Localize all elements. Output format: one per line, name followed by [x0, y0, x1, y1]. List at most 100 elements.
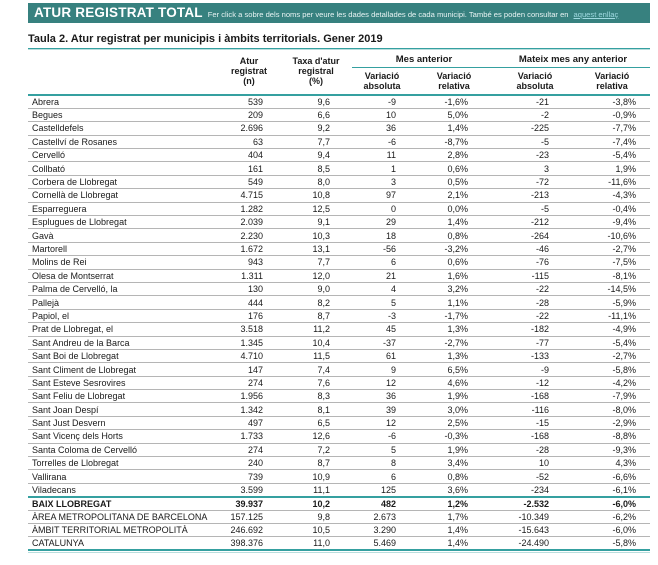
cell-value: -12: [496, 376, 574, 391]
territory-label: CATALUNYA: [28, 536, 218, 552]
cell-value: 0,0%: [412, 202, 496, 217]
municipality-link[interactable]: Santa Coloma de Cervelló: [28, 443, 218, 458]
cell-value: -6: [352, 135, 412, 150]
cell-value: 9,1: [280, 215, 352, 230]
municipality-link[interactable]: Sant Vicenç dels Horts: [28, 429, 218, 444]
municipality-link[interactable]: Esplugues de Llobregat: [28, 215, 218, 230]
cell-value: -133: [496, 349, 574, 364]
cell-value: 8,3: [280, 389, 352, 404]
cell-value: -9: [352, 95, 412, 109]
cell-value: 39.937: [218, 495, 280, 511]
municipality-link[interactable]: Gavà: [28, 228, 218, 243]
municipality-link[interactable]: Sant Climent de Llobregat: [28, 362, 218, 377]
cell-value: 9,4: [280, 148, 352, 163]
cell-value: 2.230: [218, 228, 280, 243]
cell-value: 3.290: [352, 523, 412, 538]
cell-value: 1,4%: [412, 523, 496, 538]
cell-value: -6,6%: [574, 469, 650, 484]
cell-value: -115: [496, 269, 574, 283]
municipality-link[interactable]: Sant Just Desvern: [28, 416, 218, 431]
cell-value: 6,5: [280, 416, 352, 431]
municipality-link[interactable]: Papiol, el: [28, 309, 218, 324]
table-row: Sant Joan Despí 1.342 8,1 39 3,0% -116 -8,0%: [28, 402, 650, 417]
cell-value: -6: [352, 429, 412, 444]
cell-value: 1,4%: [412, 215, 496, 230]
table-row: Pallejà 444 8,2 5 1,1% -28 -5,9%: [28, 295, 650, 310]
table-row: Sant Vicenç dels Horts 1.733 12,6 -6 -0,3% -1…: [28, 429, 650, 444]
cell-value: 1,4%: [412, 121, 496, 136]
municipality-link[interactable]: Palma de Cervelló, la: [28, 282, 218, 297]
cell-value: 2.039: [218, 215, 280, 230]
municipality-link[interactable]: Esparreguera: [28, 202, 218, 217]
cell-value: 3.599: [218, 483, 280, 498]
cell-value: 125: [352, 483, 412, 498]
table-title: Taula 2. Atur registrat per municipis i …: [28, 33, 383, 45]
cell-value: -56: [352, 242, 412, 257]
cell-value: -7,7%: [574, 121, 650, 136]
banner-link[interactable]: aquest enllaç: [573, 10, 619, 19]
table-row: ÀREA METROPOLITANA DE BARCELONA 157.125 9,…: [28, 510, 650, 525]
municipality-link[interactable]: Corbera de Llobregat: [28, 175, 218, 190]
table-row: ÀMBIT TERRITORIAL METROPOLITÀ 246.692 10,5…: [28, 523, 650, 538]
cell-value: -28: [496, 295, 574, 310]
table-row: Viladecans 3.599 11,1 125 3,6% -234 -6,1%: [28, 483, 650, 498]
cell-value: 7,2: [280, 443, 352, 458]
cell-value: -22: [496, 282, 574, 297]
cell-value: -212: [496, 215, 574, 230]
cell-value: 6,5%: [412, 362, 496, 377]
cell-value: 11,5: [280, 349, 352, 364]
municipality-link[interactable]: Sant Esteve Sesrovires: [28, 376, 218, 391]
municipality-link[interactable]: Sant Feliu de Llobregat: [28, 389, 218, 404]
municipality-link[interactable]: Martorell: [28, 242, 218, 257]
cell-value: -264: [496, 228, 574, 243]
table-row: Martorell 1.672 13,1 -56 -3,2% -46 -2,7%: [28, 242, 650, 257]
municipality-link[interactable]: Sant Andreu de la Barca: [28, 336, 218, 350]
cell-value: 9,2: [280, 121, 352, 136]
cell-value: 63: [218, 135, 280, 150]
cell-value: -76: [496, 255, 574, 270]
cell-value: -213: [496, 188, 574, 203]
cell-value: 21: [352, 269, 412, 283]
table-row: Torrelles de Llobregat 240 8,7 8 3,4% 10 4,3%: [28, 456, 650, 471]
cell-value: 12: [352, 416, 412, 431]
cell-value: 9: [352, 362, 412, 377]
cell-value: -4,2%: [574, 376, 650, 391]
cell-value: -168: [496, 389, 574, 404]
cell-value: 3: [352, 175, 412, 190]
banner-subtitle: Fer click a sobre dels noms per veure le…: [207, 10, 569, 19]
municipality-link[interactable]: Torrelles de Llobregat: [28, 456, 218, 471]
municipality-link[interactable]: Collbató: [28, 161, 218, 176]
cell-value: -5: [496, 202, 574, 217]
municipality-link[interactable]: Prat de Llobregat, el: [28, 322, 218, 337]
cell-value: -37: [352, 336, 412, 350]
cell-value: 4.710: [218, 349, 280, 364]
cell-value: -7,9%: [574, 389, 650, 404]
municipality-link[interactable]: Abrera: [28, 95, 218, 109]
cell-value: 7,7: [280, 135, 352, 150]
municipality-link[interactable]: Vallirana: [28, 469, 218, 484]
column-group-mateix-mes-any-anterior: Mateix mes any anterior: [496, 51, 650, 68]
municipality-link[interactable]: Olesa de Montserrat: [28, 269, 218, 283]
municipality-link[interactable]: Sant Boi de Llobregat: [28, 349, 218, 364]
table-row: Molins de Rei 943 7,7 6 0,6% -76 -7,5%: [28, 255, 650, 270]
municipality-link[interactable]: Sant Joan Despí: [28, 402, 218, 417]
cell-value: 130: [218, 282, 280, 297]
cell-value: -6,2%: [574, 510, 650, 525]
cell-value: 739: [218, 469, 280, 484]
municipality-link[interactable]: Castelldefels: [28, 121, 218, 136]
municipality-link[interactable]: Pallejà: [28, 295, 218, 310]
cell-value: 6: [352, 469, 412, 484]
cell-value: -11,1%: [574, 309, 650, 324]
municipality-link[interactable]: Cervelló: [28, 148, 218, 163]
cell-value: -10.349: [496, 510, 574, 525]
municipality-link[interactable]: Begues: [28, 108, 218, 123]
municipality-link[interactable]: Castellví de Rosanes: [28, 135, 218, 150]
municipality-link[interactable]: Cornellà de Llobregat: [28, 188, 218, 203]
cell-value: 45: [352, 322, 412, 337]
municipality-link[interactable]: Viladecans: [28, 483, 218, 498]
atur-table: Atur registrat (n) Taxa d'atur registral…: [28, 51, 650, 552]
cell-value: -23: [496, 148, 574, 163]
cell-value: -8,0%: [574, 402, 650, 417]
municipality-link[interactable]: Molins de Rei: [28, 255, 218, 270]
table-row: Abrera 539 9,6 -9 -1,6% -21 -3,8%: [28, 95, 650, 109]
